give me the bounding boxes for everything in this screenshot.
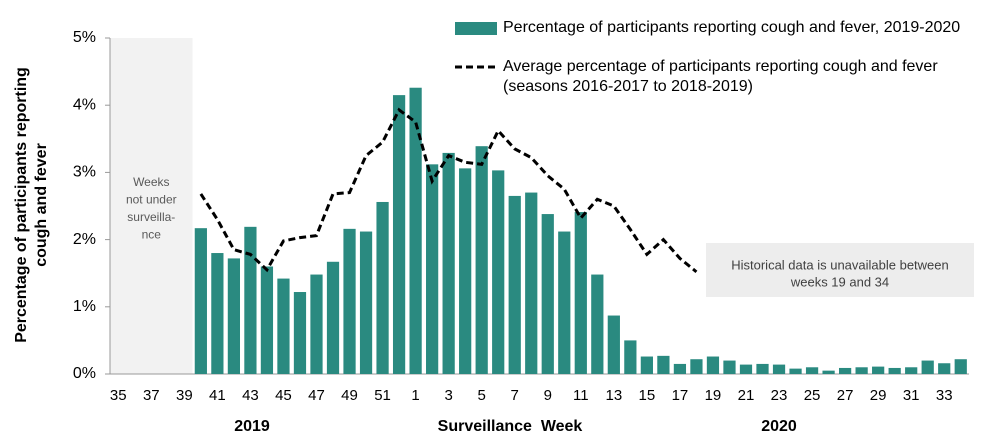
y-axis-label-line: cough and fever [33,143,50,267]
bar [211,253,224,374]
x-tick-label: 15 [639,387,656,404]
bar [227,258,241,374]
legend-swatch [455,22,497,35]
bar [508,195,521,374]
bar [905,367,918,374]
legend-label: Percentage of participants reporting cou… [503,19,961,36]
bar [525,192,538,374]
y-tick-label: 4% [73,96,96,113]
bar [244,226,257,374]
annotation: weeks 19 and 34 [790,274,889,289]
bar [739,364,753,374]
x-tick-label: 13 [605,387,622,404]
bar [326,261,340,374]
x-tick-label: 25 [804,387,821,404]
y-axis-label-line: Percentage of participants reporting [13,67,30,343]
bar [293,292,307,374]
legend-label: Average percentage of participants repor… [503,58,938,95]
x-tick-label: 49 [341,387,358,404]
x-tick-label: 37 [143,387,160,404]
annotation: nce [142,228,162,242]
x-tick-label: 9 [544,387,552,404]
x-tick-label: 27 [837,387,854,404]
bar [838,367,852,374]
bar [822,370,835,374]
bar [591,274,604,374]
bar [277,278,290,374]
bar [624,340,637,374]
annotation: Weeks [133,175,169,189]
y-tick-label: 2% [73,231,96,248]
bar [310,274,323,374]
bar [723,360,736,374]
bar [426,164,439,374]
bar [673,363,687,374]
bar [574,212,587,374]
x-tick-label: 33 [936,387,953,404]
annotation-box [706,243,974,297]
x-tick-label: 29 [870,387,887,404]
x-tick-label: 47 [308,387,325,404]
bar [459,168,472,374]
bar [855,367,868,374]
x-tick-label: 41 [209,387,226,404]
bar [789,368,802,374]
bar [640,356,653,374]
bar [690,359,703,374]
bar [657,355,670,374]
no-surveillance-region [110,38,193,374]
bar [475,146,488,374]
x-tick-label: 5 [478,387,486,404]
annotation: surveilla- [127,210,175,224]
bar [260,266,274,374]
bar [343,228,356,374]
x-tick-label: 35 [110,387,127,404]
bar [607,315,620,374]
x-tick-label: 21 [738,387,755,404]
x-axis-label: Surveillance Week [438,418,583,435]
x-tick-label: 23 [771,387,788,404]
y-tick-label: 1% [73,298,96,315]
bar [541,214,554,374]
bar [442,152,455,374]
line [199,107,698,274]
bar [359,231,373,374]
bar [492,170,505,374]
x-tick-label: 17 [672,387,689,404]
bar [921,360,934,374]
bar [954,359,967,374]
annotation: not under [126,193,177,207]
x-tick-label: 19 [705,387,722,404]
x-tick-label: 11 [573,387,589,404]
x-tick-label: 1 [411,387,419,404]
x-tick-label: 43 [242,387,259,404]
bar [376,201,389,374]
y-tick-label: 3% [73,164,96,181]
year-label: 2020 [761,418,797,435]
bar [888,367,901,374]
bar [872,366,885,374]
x-tick-label: 51 [374,387,391,404]
annotation: Historical data is unavailable between [731,257,949,272]
bar [938,363,951,374]
x-tick-label: 39 [176,387,193,404]
bar [558,231,571,374]
x-tick-label: 45 [275,387,292,404]
y-tick-label: 5% [73,29,96,46]
x-tick-label: 3 [444,387,452,404]
bar [392,95,406,375]
bar [409,87,422,374]
bar [772,364,786,374]
y-tick-label: 0% [73,365,96,382]
bar [756,363,769,374]
y-axis-label: Percentage of participants reporting coug… [13,67,50,343]
year-label: 2019 [234,418,270,435]
bar [194,228,207,374]
bar [805,367,819,374]
x-tick-label: 31 [903,387,920,404]
x-tick-label: 7 [511,387,519,404]
bar [706,356,720,374]
